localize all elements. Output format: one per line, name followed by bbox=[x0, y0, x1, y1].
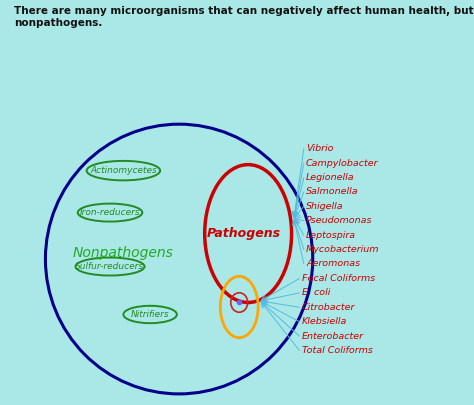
Text: nonpathogens.: nonpathogens. bbox=[14, 18, 102, 28]
Text: Total Coliforms: Total Coliforms bbox=[301, 346, 373, 355]
Text: Nitrifiers: Nitrifiers bbox=[131, 310, 169, 319]
Text: Leptospira: Leptospira bbox=[306, 230, 356, 240]
Text: Salmonella: Salmonella bbox=[306, 188, 359, 196]
Text: Mycobacterium: Mycobacterium bbox=[306, 245, 380, 254]
Text: Pseudomonas: Pseudomonas bbox=[306, 216, 373, 225]
Text: Klebsiella: Klebsiella bbox=[301, 317, 347, 326]
Text: Citrobacter: Citrobacter bbox=[301, 303, 355, 312]
Text: E. coli: E. coli bbox=[301, 288, 330, 297]
Text: Shigella: Shigella bbox=[306, 202, 344, 211]
Text: Actinomycetes: Actinomycetes bbox=[90, 166, 157, 175]
Text: There are many microorganisms that can negatively affect human health, but most : There are many microorganisms that can n… bbox=[14, 6, 474, 16]
Text: Enterobacter: Enterobacter bbox=[301, 332, 364, 341]
Text: Fecal Coliforms: Fecal Coliforms bbox=[301, 274, 375, 283]
Text: Iron-reducers: Iron-reducers bbox=[80, 208, 140, 217]
Text: Nonpathogens: Nonpathogens bbox=[73, 246, 174, 260]
Text: Pathogens: Pathogens bbox=[207, 227, 281, 240]
Text: Aeromonas: Aeromonas bbox=[306, 259, 360, 269]
Text: Campylobacter: Campylobacter bbox=[306, 159, 379, 168]
Text: Sulfur-reducers: Sulfur-reducers bbox=[75, 262, 145, 271]
Text: Legionella: Legionella bbox=[306, 173, 355, 182]
Text: Vibrio: Vibrio bbox=[306, 144, 334, 153]
